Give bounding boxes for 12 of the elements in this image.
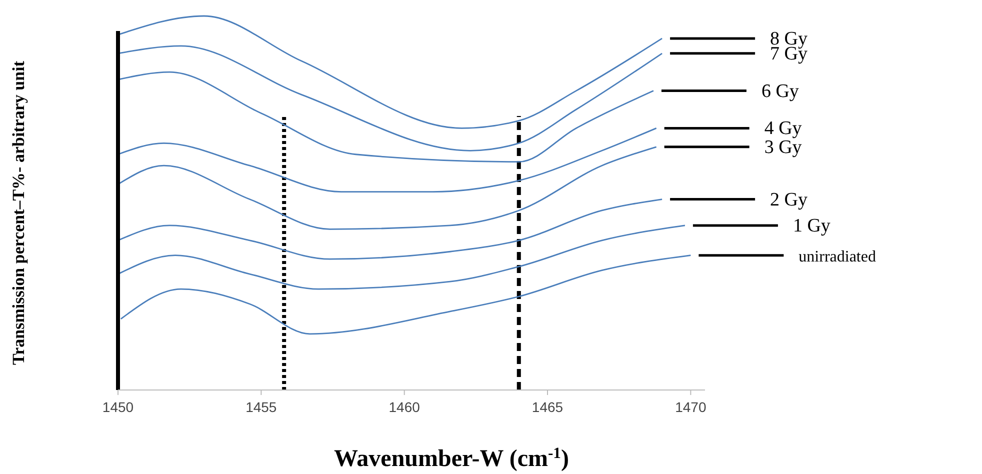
- x-tick-label: 1450: [102, 399, 134, 415]
- text: unirradiated: [798, 248, 876, 266]
- x-axis-title: Wavenumber-W (cm$^{-1}$): [334, 444, 569, 472]
- text: 2 Gy: [770, 189, 808, 210]
- text: 6 Gy: [761, 80, 800, 102]
- x-tick-label: 1460: [388, 399, 420, 415]
- text: 4 Gy: [764, 118, 802, 140]
- x-tick-label: 1465: [532, 399, 564, 415]
- x-tick-label: 1455: [246, 399, 277, 415]
- text: 1 Gy: [792, 215, 831, 236]
- y-axis-title: Transmission percent–T%- arbitrary unit: [9, 60, 28, 365]
- x-tick-label: 1470: [675, 399, 706, 415]
